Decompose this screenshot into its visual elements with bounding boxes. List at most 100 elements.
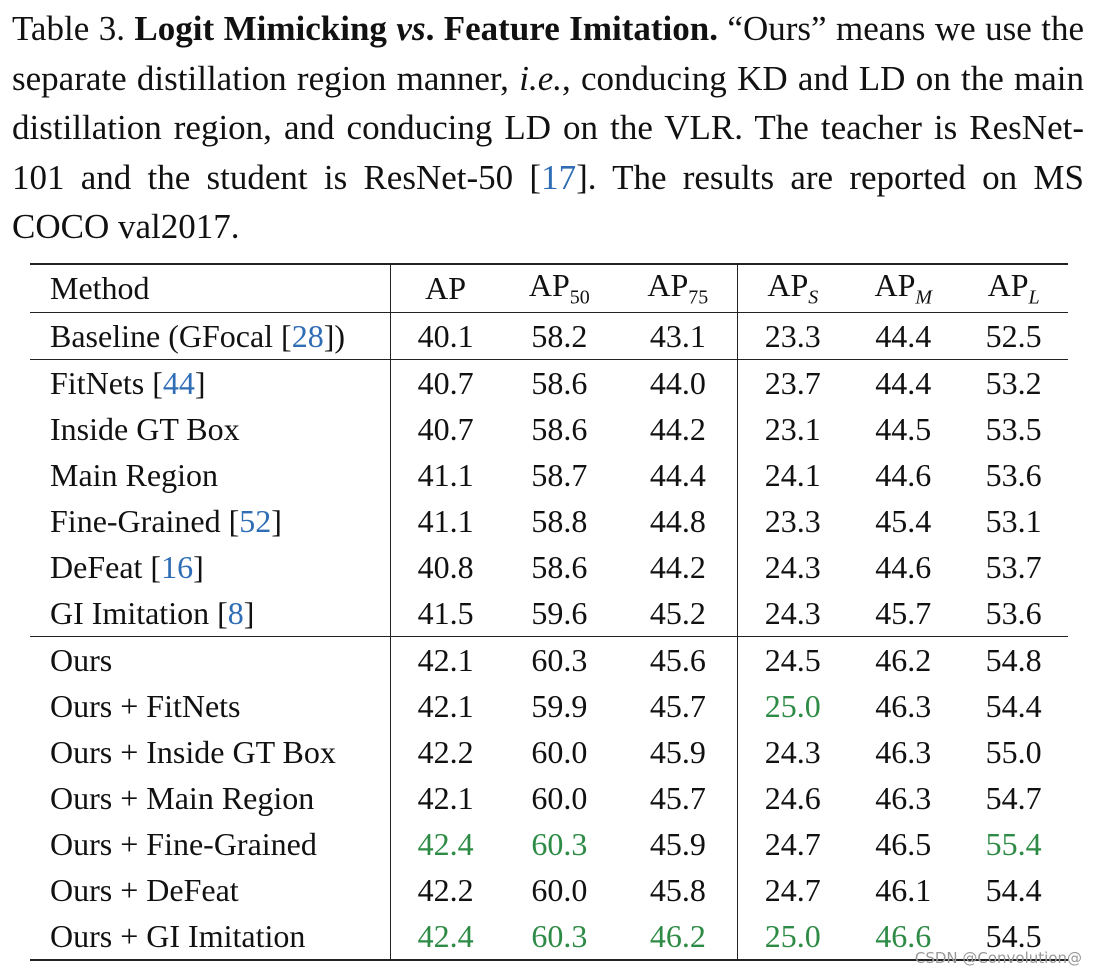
header-ap75: AP75 — [618, 263, 739, 313]
metric-cell: 53.5 — [985, 410, 1042, 447]
metric-cell: 54.7 — [985, 779, 1042, 816]
metric-cell: 60.3 — [531, 825, 588, 862]
metric-cell: 25.0 — [737, 913, 848, 961]
citation-link[interactable]: 8 — [227, 594, 244, 631]
metric-cell: 54.4 — [985, 871, 1042, 908]
metric-cell: 46.3 — [875, 687, 932, 724]
method-cell: Main Region — [30, 452, 391, 498]
metric-cell: 45.7 — [618, 683, 739, 729]
table-row: DeFeat [16] 40.8 58.6 44.2 24.3 44.6 53.7 — [30, 544, 1068, 590]
header-ap: AP — [390, 263, 501, 313]
method-name: Ours + GI Imitation — [50, 917, 306, 954]
citation-bracket: ]) — [323, 317, 346, 354]
metric-cell: 42.1 — [417, 687, 474, 724]
table-row: Ours 42.1 60.3 45.6 24.5 46.2 54.8 — [30, 636, 1068, 683]
method-name: DeFeat [ — [50, 548, 162, 585]
method-cell: Ours + FitNets — [30, 683, 391, 729]
caption-title-b: . Feature Imitation. — [425, 9, 718, 48]
metric-cell: 43.1 — [618, 312, 739, 360]
method-name: Ours + DeFeat — [50, 871, 239, 908]
metric-cell: 23.3 — [764, 502, 821, 539]
metric-cell: 44.5 — [875, 410, 932, 447]
caption-body-2: , conducing KD and LD on the main distil… — [12, 58, 1084, 197]
table-row: Baseline (GFocal [28]) 40.1 58.2 43.1 23.3 44… — [30, 312, 1068, 360]
header-ap50: AP50 — [500, 263, 619, 313]
metric-cell: 45.6 — [618, 636, 739, 683]
metric-cell: 41.1 — [417, 502, 474, 539]
metric-cell: 42.2 — [417, 733, 474, 770]
metric-cell: 53.7 — [985, 548, 1042, 585]
citation-bracket: ] — [271, 502, 282, 539]
method-name: Ours + Fine-Grained — [50, 825, 317, 862]
method-cell: Ours + DeFeat — [30, 867, 391, 913]
metric-cell: 60.0 — [531, 733, 588, 770]
citation-bracket: ] — [194, 364, 206, 401]
metric-cell: 58.6 — [531, 410, 588, 447]
metric-cell: 41.1 — [417, 456, 474, 493]
citation-bracket: ] — [193, 548, 204, 585]
metric-cell: 45.2 — [618, 590, 739, 637]
metric-cell: 40.1 — [390, 312, 501, 360]
table-row: Ours + Inside GT Box 42.2 60.0 45.9 24.3 46.3… — [30, 729, 1068, 775]
caption-body-1: “Ours” means we use the separate distill… — [12, 9, 1085, 98]
metric-cell: 42.4 — [417, 825, 474, 862]
header-aps: APS — [737, 263, 848, 313]
metric-cell: 46.1 — [875, 871, 932, 908]
metric-cell: 44.6 — [875, 548, 932, 585]
metric-cell: 42.1 — [390, 636, 501, 683]
method-cell: DeFeat [16] — [30, 544, 391, 590]
results-table: Method AP AP50 AP75 APS APM APL Baseline… — [30, 263, 1068, 961]
metric-cell: 44.0 — [618, 359, 739, 406]
method-name: Fine-Grained [ — [50, 502, 240, 539]
citation-link[interactable]: 16 — [161, 548, 194, 585]
metric-cell: 60.3 — [500, 913, 619, 961]
metric-cell: 24.5 — [737, 636, 848, 683]
table-row: Ours + Fine-Grained 42.4 60.3 45.9 24.7 46.5 5… — [30, 821, 1068, 867]
method-name: Inside GT Box — [50, 410, 240, 447]
results-body: Baseline (GFocal [28]) 40.1 58.2 43.1 23.3 44… — [30, 312, 1068, 961]
citation-link[interactable]: 28 — [291, 317, 324, 354]
header-apm: APM — [847, 263, 960, 313]
metric-cell: 45.9 — [618, 729, 739, 775]
metric-cell: 40.8 — [417, 548, 474, 585]
table-row: Fine-Grained [52] 41.1 58.8 44.8 23.3 45.4 53.… — [30, 498, 1068, 544]
metric-cell: 42.1 — [417, 779, 474, 816]
metric-cell: 45.7 — [875, 594, 932, 631]
metric-cell: 24.7 — [764, 871, 821, 908]
metric-cell: 58.8 — [531, 502, 588, 539]
metric-cell: 46.6 — [847, 913, 960, 961]
method-name: Baseline (GFocal [ — [50, 317, 292, 354]
header-row: Method AP AP50 AP75 APS APM APL — [30, 263, 1068, 313]
metric-cell: 60.0 — [531, 871, 588, 908]
metric-cell: 23.7 — [737, 359, 848, 406]
metric-cell: 40.7 — [417, 410, 474, 447]
metric-cell: 40.7 — [390, 359, 501, 406]
metric-cell: 46.5 — [875, 825, 932, 862]
method-cell: Ours + Fine-Grained — [30, 821, 391, 867]
method-cell: Ours + Inside GT Box — [30, 729, 391, 775]
table-row: Ours + GI Imitation 42.4 60.3 46.2 25.0 46.6 5… — [30, 913, 1068, 961]
table-row: Ours + FitNets 42.1 59.9 45.7 25.0 46.3 54.4 — [30, 683, 1068, 729]
metric-cell: 45.9 — [618, 821, 739, 867]
watermark: CSDN @Convolution@ — [914, 949, 1082, 967]
metric-cell: 58.6 — [531, 548, 588, 585]
method-cell: Ours + Main Region — [30, 775, 391, 821]
metric-cell: 54.8 — [959, 636, 1068, 683]
metric-cell: 54.4 — [985, 687, 1042, 724]
table-row: Main Region 41.1 58.7 44.4 24.1 44.6 53.6 — [30, 452, 1068, 498]
citation-link[interactable]: 44 — [162, 364, 195, 401]
metric-cell: 23.1 — [764, 410, 821, 447]
caption-citation-link[interactable]: 17 — [541, 157, 577, 197]
caption-title-vs: vs — [396, 9, 426, 48]
caption-title-a: Logit Mimicking — [134, 9, 387, 48]
caption-body-3: ]. The results are reported on MS COCO v… — [12, 157, 1085, 247]
metric-cell: 44.4 — [847, 312, 960, 360]
method-name: Ours + Main Region — [50, 779, 315, 816]
metric-cell: 24.6 — [764, 779, 821, 816]
metric-cell: 44.6 — [875, 456, 932, 493]
method-cell: Ours — [30, 636, 391, 683]
header-method: Method — [30, 263, 391, 313]
metric-cell: 24.3 — [764, 548, 821, 585]
citation-link[interactable]: 52 — [239, 502, 272, 539]
method-name: Ours — [50, 641, 113, 678]
